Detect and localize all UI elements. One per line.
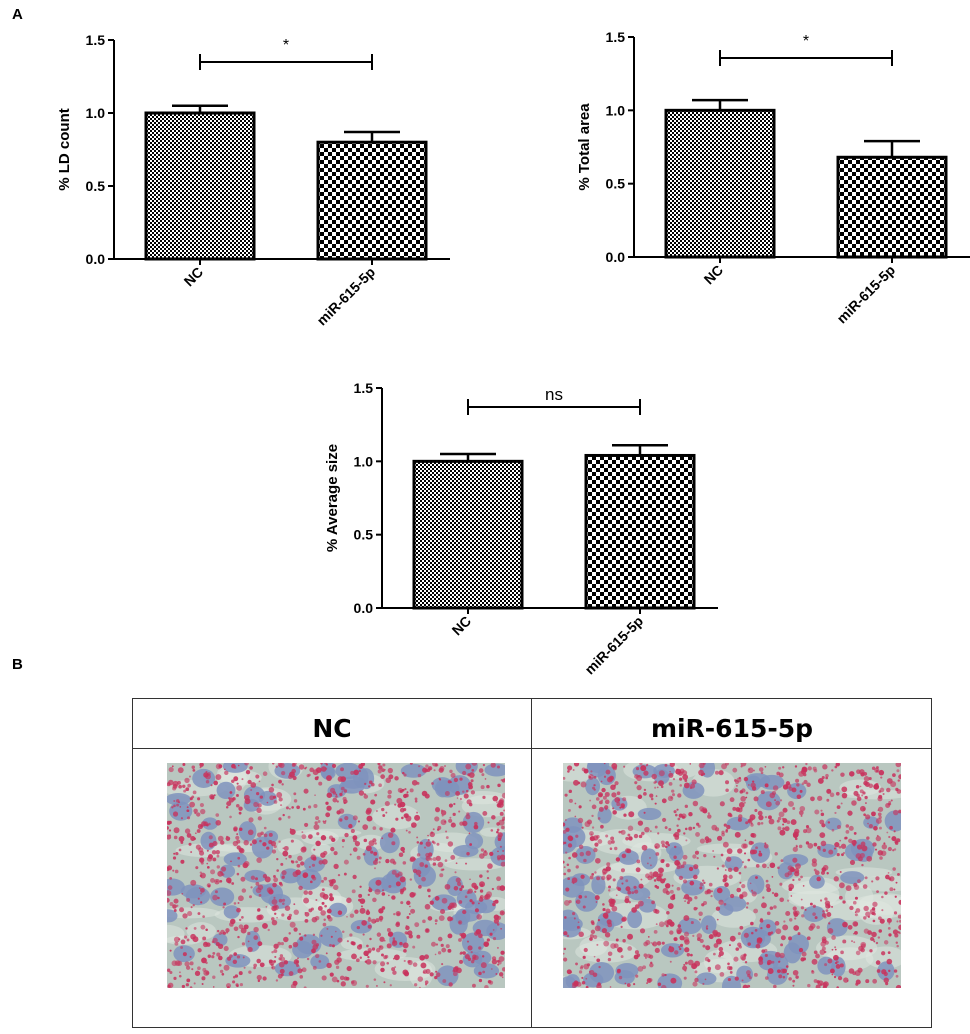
header-nc: NC: [312, 714, 352, 743]
micrograph-nc: [167, 763, 505, 988]
oil-red-o-stain-nc: [167, 763, 505, 988]
micrograph-table: NC miR-615-5p: [132, 698, 932, 1028]
category-label: NC: [448, 613, 474, 639]
category-label: NC: [180, 264, 206, 290]
y-axis-title: % Total area: [576, 103, 593, 191]
header-mir-615-5p: miR-615-5p: [650, 714, 814, 743]
table-top-border: [132, 698, 932, 699]
y-tick-label: 0.5: [86, 178, 106, 194]
y-tick-label: 1.5: [606, 29, 626, 45]
bar-mir-615-5p: [316, 140, 428, 261]
y-tick-label: 0.0: [86, 251, 106, 267]
micrograph-mir-615-5p: [563, 763, 901, 988]
significance-label: *: [283, 37, 289, 54]
table-header-divider: [132, 748, 932, 749]
y-tick-label: 1.0: [606, 102, 626, 118]
table-middle-divider: [531, 698, 532, 1028]
y-tick-label: 0.5: [606, 176, 626, 192]
category-label: miR-615-5p: [313, 264, 378, 329]
bar-mir-615-5p: [836, 155, 948, 259]
table-left-border: [132, 698, 133, 1028]
y-axis-title: % LD count: [56, 108, 73, 191]
chart-total-area: 0.0 0.5 1.0 1.5 % Total area NC miR-615-5p *: [576, 29, 970, 326]
bar-mir-615-5p: [584, 453, 696, 610]
y-tick-label: 0.5: [354, 527, 374, 543]
chart-average-size: 0.0 0.5 1.0 1.5 % Average size NC miR-615-5p ns: [324, 380, 718, 677]
y-tick-label: 1.0: [86, 105, 106, 121]
y-tick-label: 0.0: [606, 249, 626, 265]
bar-nc: [664, 108, 776, 259]
y-tick-label: 1.0: [354, 453, 374, 469]
significance-label: *: [803, 33, 809, 50]
table-bottom-border: [132, 1027, 932, 1028]
category-label: miR-615-5p: [581, 613, 646, 678]
bar-nc: [412, 459, 524, 610]
y-axis-title: % Average size: [324, 444, 341, 552]
chart-ld-count: 0.0 0.5 1.0 1.5 % LD count NC miR-615-5p *: [56, 32, 450, 328]
y-tick-label: 1.5: [86, 32, 106, 48]
significance-label: ns: [545, 385, 563, 404]
category-label: NC: [700, 262, 726, 288]
bar-nc: [144, 111, 256, 261]
panel-a-label: A: [12, 6, 23, 23]
y-tick-label: 1.5: [354, 380, 374, 396]
category-label: miR-615-5p: [833, 262, 898, 327]
oil-red-o-stain-mir-615-5p: [563, 763, 901, 988]
panel-b-label: B: [12, 656, 23, 673]
y-tick-label: 0.0: [354, 600, 374, 616]
table-right-border: [931, 698, 932, 1028]
